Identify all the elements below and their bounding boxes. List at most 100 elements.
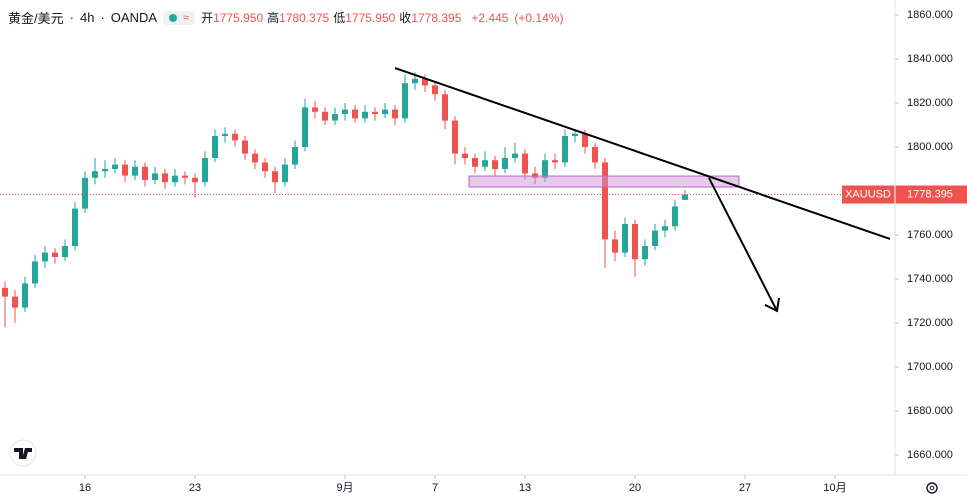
candle-body — [22, 283, 28, 308]
candle-body — [42, 252, 48, 262]
candle-body — [432, 85, 438, 95]
candle-body — [482, 160, 488, 167]
candle-body — [332, 114, 338, 121]
candle-body — [662, 226, 668, 231]
x-tick-label: 13 — [519, 482, 531, 494]
candle-body — [562, 136, 568, 163]
candle-body — [112, 164, 118, 169]
candle-body — [622, 224, 628, 253]
candle-body — [82, 177, 88, 209]
candle-body — [682, 194, 688, 200]
y-tick-label: 1740.000 — [907, 273, 953, 285]
candle-body — [442, 94, 448, 121]
candle-body — [232, 133, 238, 141]
candle-body — [72, 208, 78, 246]
candle-body — [502, 158, 508, 169]
candle-body — [2, 287, 8, 297]
header: 黄金/美元 · 4h · OANDA ≈ 开1775.950 高1780.375 低17… — [8, 9, 564, 26]
candle-body — [322, 111, 328, 121]
candle-body — [282, 164, 288, 183]
arrow-head — [764, 297, 780, 313]
y-tick-label: 1700.000 — [907, 361, 953, 373]
x-tick-label: 7 — [432, 482, 438, 494]
candle-body — [12, 296, 18, 308]
candle-body — [422, 78, 428, 86]
candle-body — [552, 160, 558, 163]
settings-icon[interactable] — [926, 482, 938, 494]
source: OANDA — [110, 10, 158, 25]
arrow — [708, 177, 778, 312]
ohlc-label: 收 — [399, 11, 412, 25]
candle-body — [612, 239, 618, 253]
candle-body — [382, 109, 388, 114]
y-tick-label: 1720.000 — [907, 317, 953, 329]
x-tick-label: 23 — [189, 482, 201, 494]
price-tag-value: 1778.395 — [907, 188, 953, 200]
candle-body — [102, 169, 108, 172]
candle-body — [202, 158, 208, 183]
zone — [468, 175, 740, 188]
ohlc-label: 开 — [201, 11, 214, 25]
y-tick-label: 1760.000 — [907, 229, 953, 241]
ohlc: 开1775.950 高1780.375 低1775.950 收1778.395 — [201, 9, 465, 26]
candle-body — [572, 133, 578, 136]
candle-body — [342, 109, 348, 114]
candle-body — [152, 173, 158, 180]
x-tick-label: 20 — [629, 482, 641, 494]
ohlc-value: 1778.395 — [411, 11, 462, 25]
candle-body — [412, 78, 418, 84]
trendline — [394, 67, 891, 240]
candle-body — [522, 153, 528, 174]
candle-body — [142, 166, 148, 180]
candle-body — [672, 206, 678, 227]
ohlc-label: 低 — [333, 11, 346, 25]
y-tick-label: 1660.000 — [907, 449, 953, 461]
candle-body — [92, 171, 98, 178]
ohlc-value: 1780.375 — [279, 11, 330, 25]
x-tick-label: 16 — [79, 482, 91, 494]
candle-body — [462, 153, 468, 158]
candle-body — [292, 147, 298, 165]
y-tick-label: 1680.000 — [907, 405, 953, 417]
candle-body — [252, 153, 258, 163]
status-pill[interactable]: ≈ — [163, 10, 196, 25]
candle-body — [122, 164, 128, 176]
y-tick-label: 1840.000 — [907, 53, 953, 65]
x-tick-label: 10月 — [823, 482, 846, 494]
ohlc-value: 1775.950 — [345, 11, 396, 25]
tv-logo — [9, 439, 37, 467]
candle-body — [62, 246, 68, 257]
candle-body — [302, 107, 308, 147]
candle-body — [222, 133, 228, 136]
candle-body — [652, 230, 658, 246]
candle-body — [592, 147, 598, 163]
price-tag-bg — [842, 185, 967, 204]
candle-body — [512, 153, 518, 158]
change-pct: (+0.14%) — [514, 10, 564, 25]
candle-body — [182, 175, 188, 178]
candle-body — [492, 160, 498, 169]
y-tick-label: 1860.000 — [907, 9, 953, 21]
candle-body — [272, 171, 278, 183]
candle-body — [402, 83, 408, 119]
candle-body — [242, 140, 248, 154]
candle-body — [32, 261, 38, 284]
candle-body — [372, 111, 378, 114]
y-tick-label: 1820.000 — [907, 97, 953, 109]
interval[interactable]: 4h — [79, 10, 95, 25]
candle-body — [542, 160, 548, 178]
candle-body — [632, 224, 638, 260]
candle-body — [452, 120, 458, 154]
price-tag-name: XAUUSD — [845, 188, 891, 200]
x-tick-label: 27 — [739, 482, 751, 494]
change: +2.445 — [471, 10, 509, 25]
ohlc-value: 1775.950 — [213, 11, 264, 25]
symbol: 黄金/美元 — [8, 11, 64, 26]
candle-body — [352, 109, 358, 119]
candle-body — [162, 173, 168, 183]
candle-body — [472, 158, 478, 167]
candle-body — [52, 252, 58, 257]
ohlc-label: 高 — [267, 11, 280, 25]
